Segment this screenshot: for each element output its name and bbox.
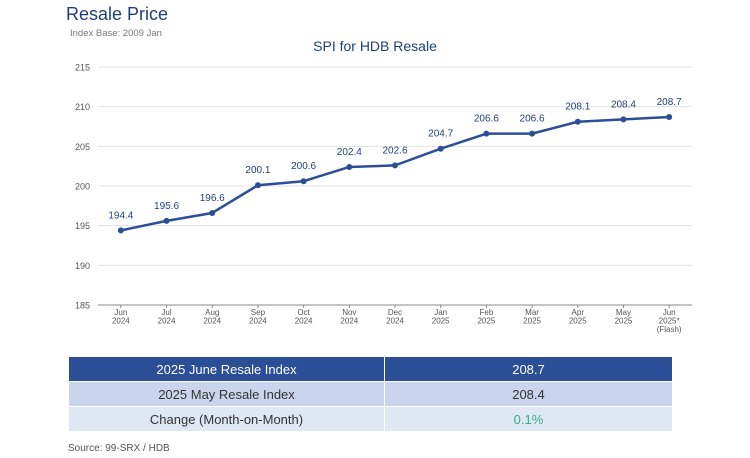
data-point [574, 118, 581, 125]
data-point [666, 113, 673, 120]
data-label: 208.7 [657, 97, 682, 108]
data-label: 204.7 [428, 129, 453, 140]
y-tick-label: 185 [75, 301, 90, 311]
x-tick-label: Jul 2024 [158, 308, 176, 326]
change-value: 0.1% [384, 406, 673, 432]
data-point [346, 163, 353, 170]
source-note: Source: 99-SRX / HDB [68, 443, 170, 454]
data-label: 208.1 [565, 102, 590, 113]
x-tick-label: May 2025 [615, 308, 633, 326]
y-tick-label: 210 [75, 102, 90, 112]
x-tick-label: Dec 2024 [386, 308, 404, 326]
x-tick-label: Oct 2024 [295, 308, 313, 326]
x-tick-label: Jun 2024 [112, 308, 130, 326]
data-label: 200.1 [245, 165, 270, 176]
series-line [120, 115, 670, 232]
table-row: Change (Month-on-Month) 0.1% [68, 406, 673, 432]
data-point [163, 217, 170, 224]
row-label: 2025 May Resale Index [68, 381, 385, 407]
data-label: 208.4 [611, 99, 636, 110]
row-value: 208.4 [384, 381, 673, 407]
line-chart: 185 190 195 200 205 210 215 Jun 2024 Jul 2024 Aug 20… [75, 63, 692, 334]
y-tick-label: 200 [75, 182, 90, 192]
data-label: 202.4 [337, 147, 362, 158]
y-tick-label: 215 [75, 63, 90, 73]
data-point [392, 162, 398, 169]
data-label: 206.6 [520, 114, 545, 125]
data-point [437, 145, 444, 152]
data-point [483, 130, 490, 137]
y-tick-label: 195 [75, 221, 90, 231]
x-tick-label: Feb 2025 [477, 308, 495, 326]
chart-title: SPI for HDB Resale [313, 38, 437, 54]
y-tick-label: 205 [75, 142, 90, 152]
data-point [529, 130, 536, 137]
data-label: 194.4 [108, 210, 133, 221]
data-point [117, 227, 124, 234]
data-label: 202.6 [382, 145, 407, 156]
page-subtitle: Index Base: 2009 Jan [70, 28, 162, 39]
x-tick-label: Jan 2025 [432, 308, 450, 326]
x-tick-label: Jun 2025* (Flash) [657, 308, 682, 334]
data-label: 195.6 [154, 201, 179, 212]
table-row: 2025 May Resale Index 208.4 [68, 381, 673, 407]
data-point [620, 116, 627, 123]
summary-table: 2025 June Resale Index 208.7 2025 May Re… [68, 356, 673, 432]
row-label: Change (Month-on-Month) [68, 406, 385, 432]
row-value: 208.7 [384, 356, 673, 382]
x-tick-label: Sep 2024 [249, 308, 267, 326]
data-point [209, 209, 216, 216]
x-tick-label: Nov 2024 [340, 308, 358, 326]
x-tick-label: Apr 2025 [569, 308, 587, 326]
data-label: 206.6 [474, 114, 499, 125]
y-tick-label: 190 [75, 261, 90, 271]
x-tick-label: Mar 2025 [523, 308, 541, 326]
data-point [254, 182, 261, 189]
data-label: 200.6 [291, 161, 316, 172]
data-point [300, 178, 307, 185]
x-tick-label: Aug 2024 [203, 308, 221, 326]
data-label: 196.6 [200, 193, 225, 204]
table-row: 2025 June Resale Index 208.7 [68, 356, 673, 382]
page-title: Resale Price [66, 4, 169, 24]
row-label: 2025 June Resale Index [68, 356, 385, 382]
